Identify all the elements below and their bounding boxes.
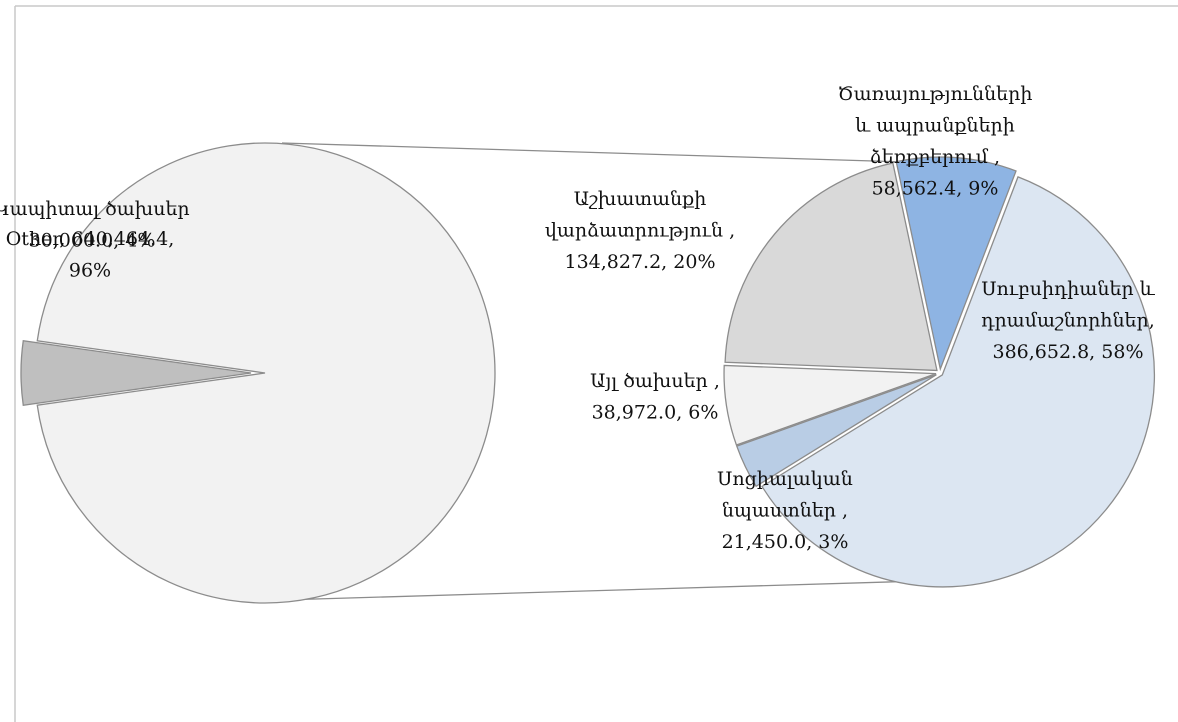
data-label: Աշխատանքի (574, 188, 707, 210)
data-label: Other, 640,464.4, (6, 228, 175, 250)
pie-slice (723, 364, 937, 446)
pie-slice (735, 374, 937, 488)
data-label: 58,562.4, 9% (872, 178, 999, 200)
data-label: Սուբսիդիաներ և (981, 278, 1155, 300)
data-label: 30,000.0, 4% (29, 230, 156, 252)
data-label: վարձատրություն , (545, 220, 735, 242)
pie-slice (724, 162, 938, 372)
data-label: Սոցիալական (717, 468, 853, 490)
pie-slice (36, 142, 496, 604)
data-label: 96% (69, 260, 111, 282)
pie-slice (895, 156, 1017, 372)
data-label: և ապրանքների (855, 115, 1015, 137)
pie-slice (20, 340, 252, 406)
data-label: 38,972.0, 6% (592, 402, 719, 424)
data-label: ձեռքբերում , (870, 146, 1000, 168)
data-label: 386,652.8, 58% (992, 341, 1143, 363)
data-label: նպաստներ , (722, 500, 848, 522)
data-label: դրամաշնորհներ, (981, 310, 1155, 332)
data-label: Ծառայությունների (838, 83, 1033, 105)
connector-line (281, 579, 956, 601)
pie-slice (761, 176, 1155, 588)
data-label: Այլ ծախսեր , (590, 370, 720, 392)
connector-line (281, 142, 973, 165)
data-label: 21,450.0, 3% (722, 531, 849, 553)
data-label: Կապիտալ ծախսեր (0, 198, 190, 220)
data-label: 134,827.2, 20% (564, 251, 715, 273)
